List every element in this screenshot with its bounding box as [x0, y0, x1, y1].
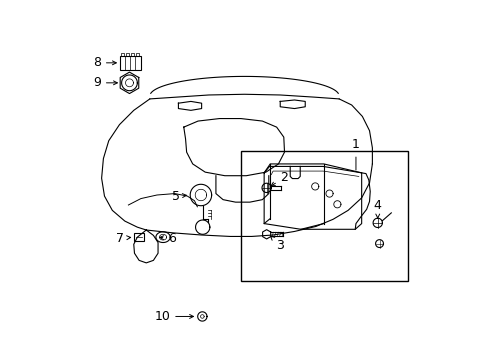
- Text: 7: 7: [116, 232, 130, 245]
- Text: 2: 2: [270, 171, 288, 186]
- Text: 10: 10: [154, 310, 193, 323]
- Text: 6: 6: [160, 232, 176, 245]
- Text: 1: 1: [351, 139, 359, 170]
- Text: 8: 8: [93, 56, 116, 69]
- Text: 9: 9: [93, 76, 117, 89]
- Text: 4: 4: [373, 199, 381, 218]
- Text: 3: 3: [270, 236, 284, 252]
- Bar: [241, 152, 407, 281]
- Text: 5: 5: [172, 190, 186, 203]
- Bar: [120, 56, 141, 70]
- Bar: [134, 233, 143, 242]
